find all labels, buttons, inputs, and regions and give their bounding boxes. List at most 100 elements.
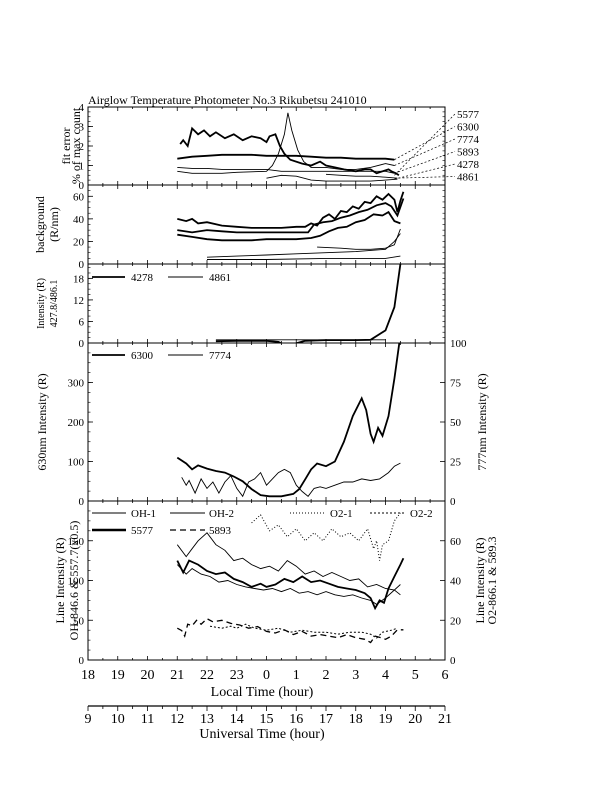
- y-axis-label: Line Intensity (R): [53, 538, 67, 624]
- y-tick-label: 6: [79, 316, 85, 328]
- legend-label-O2-1: O2-1: [330, 508, 353, 520]
- y-right-tick-label: 40: [450, 576, 462, 588]
- local-time-tick-label: 18: [81, 668, 95, 683]
- legend-label-5893: 5893: [209, 525, 232, 537]
- local-time-tick-label: 23: [230, 668, 244, 683]
- panel-frame: [87, 342, 446, 502]
- y-axis-label: 630nm Intensity (R): [35, 373, 49, 470]
- series-line-s4: [266, 174, 398, 182]
- local-time-tick-label: 4: [382, 668, 389, 683]
- local-time-tick-label: 21: [170, 668, 184, 683]
- local-time-axis-label: Local Time (hour): [211, 685, 314, 700]
- y-tick-label: 18: [73, 273, 85, 285]
- y-right-axis-label: 777nm Intensity (R): [475, 373, 489, 470]
- y-tick-label: 0: [79, 338, 85, 350]
- y-right-tick-label: 60: [450, 536, 462, 548]
- series-line-s2: [177, 210, 401, 242]
- ut-tick-label: 19: [379, 712, 393, 727]
- local-time-tick-label: 5: [412, 668, 419, 683]
- series-line-s5: [325, 173, 398, 179]
- ut-tick-label: 15: [260, 712, 274, 727]
- legend-label-7774: 7774: [209, 350, 232, 362]
- y-tick-label: 20: [73, 236, 85, 248]
- y-tick-label: 150: [68, 536, 85, 548]
- end-label: 4861: [457, 172, 479, 184]
- ut-tick-label: 18: [349, 712, 363, 727]
- series-line-7774: [181, 462, 401, 498]
- y-tick-label: 50: [73, 615, 85, 627]
- local-time-tick-label: 2: [323, 668, 330, 683]
- series-line-s2: [177, 112, 395, 174]
- end-label: 5893: [457, 147, 480, 159]
- end-label-leader: [394, 163, 456, 180]
- ut-tick-label: 11: [141, 712, 154, 727]
- end-label: 5577: [457, 109, 480, 121]
- ut-axis-label: Universal Time (hour): [199, 727, 325, 742]
- y-tick-label: 2: [79, 141, 85, 153]
- series-line-OH-1: [176, 532, 401, 596]
- ut-tick-label: 17: [319, 712, 333, 727]
- y-axis-label: 427.8/486.1: [49, 280, 60, 328]
- y-right-axis-label: O2-866.1 & 589.3: [485, 537, 499, 625]
- panel-blue-lines: 0 6 12 18 Intensity (R) 427.8/486.1 4278 4861: [36, 263, 446, 350]
- legend-label-4861: 4861: [209, 272, 231, 284]
- legend-label-OH-2: OH-2: [209, 508, 234, 520]
- y-tick-label: 300: [68, 378, 85, 390]
- panel-frame: [87, 106, 446, 186]
- local-time-tick-label: 3: [352, 668, 359, 683]
- legend-label-6300: 6300: [131, 350, 154, 362]
- series-line-5893: [176, 617, 404, 644]
- ut-tick-label: 13: [200, 712, 214, 727]
- end-label: 7774: [457, 134, 480, 146]
- y-tick-label: 100: [68, 576, 85, 588]
- panel-background: 0 20 40 60 background (R/nm): [33, 184, 446, 271]
- legend-label-5577: 5577: [131, 525, 154, 537]
- local-time-tick-label: 20: [141, 668, 155, 683]
- panel-fit-error: 0 1 2 3 4 fit error% of max count 557763007774…: [59, 102, 480, 192]
- series-line-6300: [176, 343, 401, 498]
- ut-tick-label: 12: [170, 712, 184, 727]
- y-tick-label: 200: [68, 417, 85, 429]
- series-line-O2-2: [251, 512, 401, 561]
- ut-tick-label: 21: [438, 712, 452, 727]
- series-line-s5: [207, 255, 401, 260]
- y-axis-label: Intensity (R): [36, 278, 47, 329]
- ut-tick-label: 9: [85, 712, 92, 727]
- y-tick-label: 60: [73, 191, 85, 203]
- local-time-tick-label: 6: [442, 668, 449, 683]
- y-tick-label: 0: [79, 496, 85, 508]
- y-right-tick-label: 0: [450, 655, 456, 667]
- y-right-tick-label: 0: [450, 496, 456, 508]
- y-tick-label: 12: [73, 295, 84, 307]
- y-axis-label: % of max count: [69, 107, 83, 184]
- legend-label-O2-2: O2-2: [410, 508, 433, 520]
- ut-tick-label: 20: [408, 712, 422, 727]
- local-time-tick-label: 0: [263, 668, 270, 683]
- ut-tick-label: 16: [289, 712, 303, 727]
- end-label-leader: [394, 126, 456, 160]
- y-axis-label: (R/nm): [47, 207, 61, 242]
- y-tick-label: 100: [68, 457, 85, 469]
- series-line-s1: [177, 153, 395, 161]
- series-line-s3: [317, 228, 401, 250]
- end-label-leader: [394, 151, 456, 174]
- legend-label-OH-1: OH-1: [131, 508, 156, 520]
- y-right-tick-label: 20: [450, 615, 462, 627]
- y-right-tick-label: 100: [450, 338, 467, 350]
- end-label: 6300: [457, 122, 480, 134]
- end-label-leader: [394, 138, 456, 166]
- panel-630-777: 0 100 200 300 630nm Intensity (R) 0 25 50 75 100 7…: [35, 338, 489, 508]
- ut-tick-label: 10: [111, 712, 125, 727]
- y-axis-label: OH-846.6 & 557.7(x0.5): [67, 521, 81, 641]
- ut-tick-label: 14: [230, 712, 244, 727]
- y-tick-label: 4: [79, 102, 85, 114]
- series-line-OH-2: [176, 564, 401, 605]
- series-line-s4: [206, 233, 401, 258]
- y-right-tick-label: 25: [450, 457, 462, 469]
- legend-label-4278: 4278: [131, 272, 154, 284]
- series-line-s3: [177, 166, 395, 174]
- series-line-O2-1: [209, 623, 398, 639]
